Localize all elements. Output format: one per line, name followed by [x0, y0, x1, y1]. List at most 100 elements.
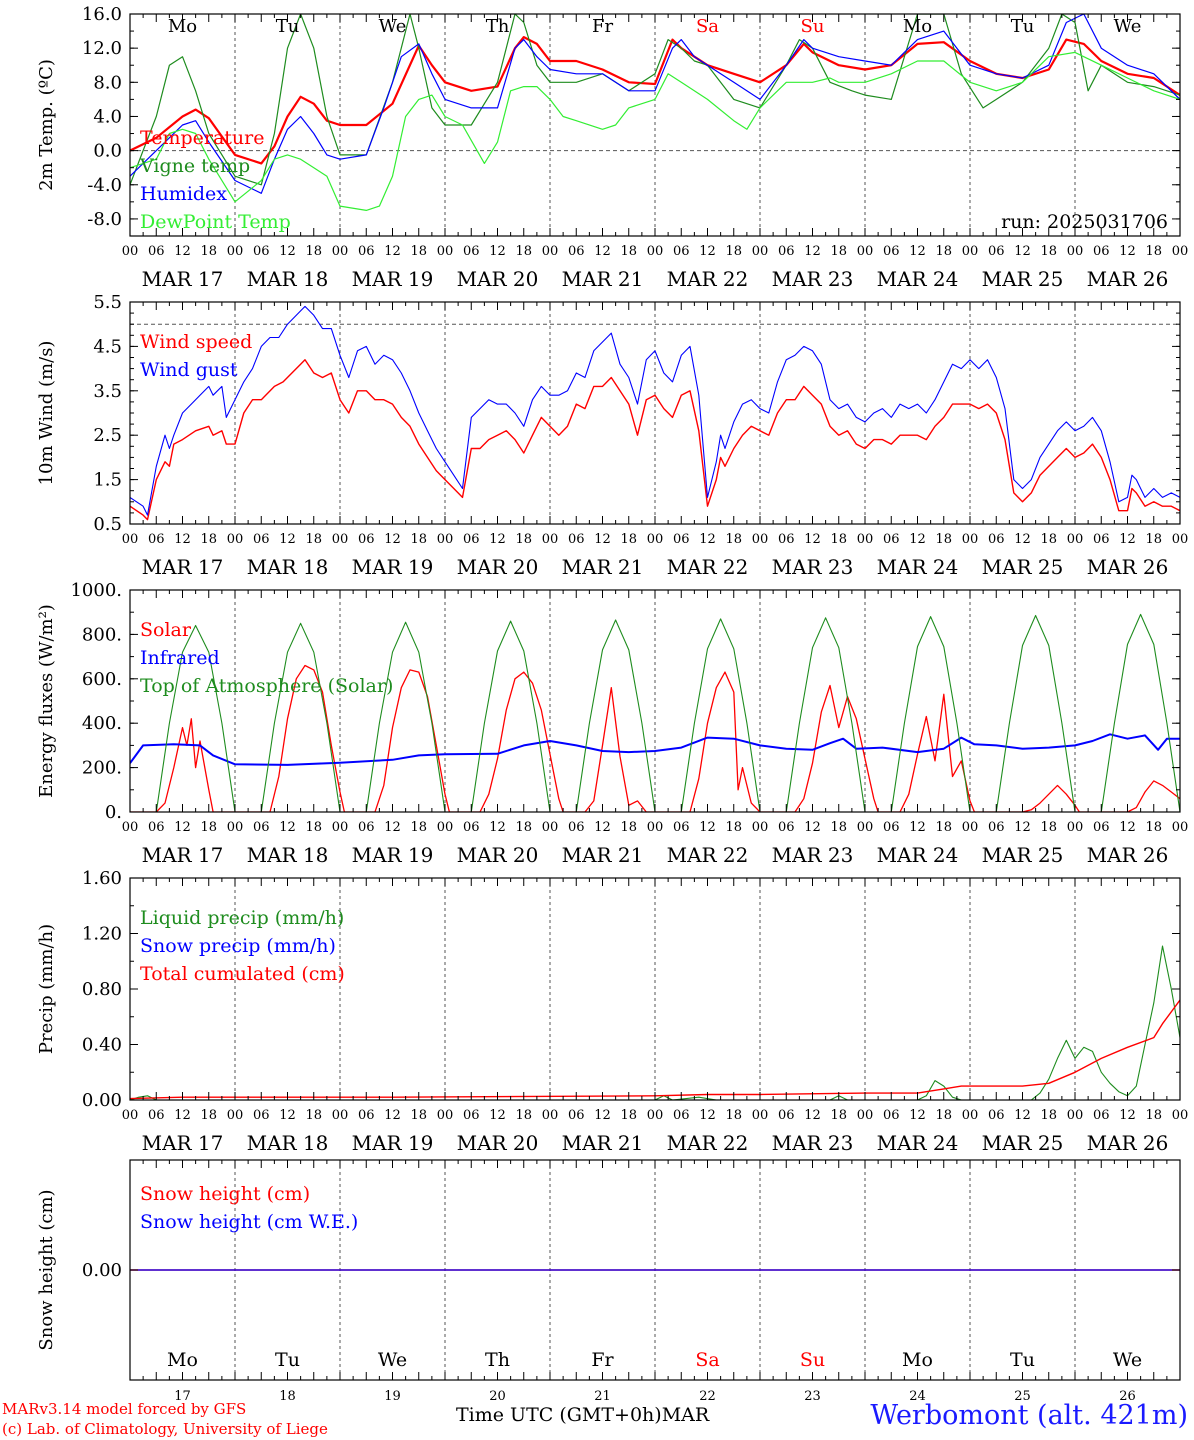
- station-name: Werbomont (alt. 421m): [870, 1400, 1188, 1431]
- date-label: MAR 21: [562, 267, 644, 291]
- hour-label: 12: [594, 820, 611, 835]
- day-name: Th: [485, 1349, 510, 1371]
- series-line-humidex: [130, 14, 1180, 194]
- y-tick-label: 0.5: [93, 514, 122, 535]
- hour-label: 00: [332, 820, 349, 835]
- hour-label: 06: [463, 244, 480, 259]
- hour-label: 00: [962, 1108, 979, 1123]
- hour-label: 00: [332, 532, 349, 547]
- hour-label: 18: [515, 244, 532, 259]
- hour-label: 12: [384, 1108, 401, 1123]
- hour-label: 18: [620, 532, 637, 547]
- hour-label: 06: [568, 1108, 585, 1123]
- y-axis-label: Energy fluxes (W/m²): [36, 604, 57, 798]
- hour-label: 06: [253, 1108, 270, 1123]
- date-label: MAR 18: [247, 267, 329, 291]
- time-axis-label: Time UTC (GMT+0h)MAR: [456, 1404, 709, 1426]
- day-number: 22: [699, 1389, 716, 1404]
- y-axis-label: Precip (mm/h): [36, 924, 57, 1054]
- y-tick-label: 4.0: [93, 106, 122, 127]
- day-name: Su: [801, 16, 825, 37]
- legend-entry: Temperature: [140, 127, 264, 149]
- hour-label: 18: [935, 1108, 952, 1123]
- hour-label: 00: [647, 1108, 664, 1123]
- hour-label: 00: [122, 820, 139, 835]
- lab-credit: (c) Lab. of Climatology, University of L…: [2, 1420, 328, 1438]
- y-tick-label: 5.5: [93, 292, 122, 313]
- date-label: MAR 26: [1087, 843, 1169, 867]
- hour-label: 00: [542, 532, 559, 547]
- hour-label: 18: [515, 820, 532, 835]
- date-label: MAR 23: [772, 555, 854, 579]
- y-tick-label: 1000.: [70, 580, 122, 601]
- hour-label: 06: [358, 244, 375, 259]
- hour-label: 18: [830, 1108, 847, 1123]
- hour-label: 00: [227, 532, 244, 547]
- hour-label: 18: [1145, 244, 1162, 259]
- hour-label: 00: [962, 820, 979, 835]
- hour-label: 06: [1093, 532, 1110, 547]
- hour-label: 00: [752, 1108, 769, 1123]
- hour-label: 06: [568, 244, 585, 259]
- hour-label: 00: [437, 532, 454, 547]
- hour-label: 18: [935, 820, 952, 835]
- y-tick-label: 0.80: [82, 979, 122, 1000]
- y-tick-label: 0.0: [93, 141, 122, 162]
- day-number: 20: [489, 1389, 506, 1404]
- series-line-total-cumulated-cm-: [130, 999, 1180, 1100]
- date-label: MAR 23: [772, 843, 854, 867]
- model-credit: MARv3.14 model forced by GFS: [2, 1400, 247, 1418]
- hour-label: 00: [437, 1108, 454, 1123]
- hour-label: 00: [962, 532, 979, 547]
- date-label: MAR 17: [142, 555, 224, 579]
- y-tick-label: 1.5: [93, 470, 122, 491]
- hour-label: 00: [542, 244, 559, 259]
- hour-label: 12: [804, 244, 821, 259]
- day-name: Su: [800, 1349, 825, 1371]
- date-label: MAR 19: [352, 267, 434, 291]
- hour-label: 12: [1014, 244, 1031, 259]
- legend-entry: Solar: [140, 619, 192, 641]
- hour-label: 12: [489, 1108, 506, 1123]
- y-tick-label: 0.: [105, 802, 122, 823]
- hour-label: 18: [200, 244, 217, 259]
- hour-label: 12: [1014, 532, 1031, 547]
- hour-label: 12: [279, 820, 296, 835]
- hour-label: 06: [463, 820, 480, 835]
- y-tick-label: 200.: [82, 758, 122, 779]
- date-label: MAR 22: [667, 843, 749, 867]
- hour-label: 00: [647, 820, 664, 835]
- hour-label: 06: [568, 532, 585, 547]
- series-line-liquid-precip-mm-h-: [130, 945, 1180, 1100]
- hour-label: 06: [673, 820, 690, 835]
- hour-label: 12: [1014, 1108, 1031, 1123]
- hour-label: 00: [227, 244, 244, 259]
- hour-label: 06: [253, 820, 270, 835]
- legend-entry: Snow height (cm W.E.): [140, 1211, 358, 1233]
- series-line-solar: [130, 664, 1180, 812]
- hour-label: 00: [437, 820, 454, 835]
- hour-label: 06: [358, 532, 375, 547]
- legend-entry: Total cumulated (cm): [140, 963, 345, 985]
- legend-entry: Vigne temp: [139, 155, 250, 177]
- hour-label: 00: [647, 532, 664, 547]
- day-name: Tu: [276, 16, 300, 37]
- legend-entry: Snow precip (mm/h): [140, 935, 336, 957]
- y-tick-label: 12.0: [82, 38, 122, 59]
- date-label: MAR 21: [562, 555, 644, 579]
- hour-label: 00: [857, 532, 874, 547]
- date-label: MAR 25: [982, 1131, 1064, 1155]
- hour-label: 06: [778, 244, 795, 259]
- hour-label: 12: [699, 532, 716, 547]
- hour-label: 12: [594, 532, 611, 547]
- hour-label: 06: [253, 532, 270, 547]
- hour-label: 00: [1067, 1108, 1084, 1123]
- day-name: We: [1113, 1349, 1142, 1371]
- hour-label: 12: [279, 244, 296, 259]
- hour-label: 18: [620, 1108, 637, 1123]
- run-label: run: 2025031706: [1001, 211, 1168, 233]
- hour-label: 12: [489, 820, 506, 835]
- hour-label: 12: [699, 820, 716, 835]
- y-tick-label: 0.00: [82, 1260, 122, 1281]
- hour-label: 00: [1067, 532, 1084, 547]
